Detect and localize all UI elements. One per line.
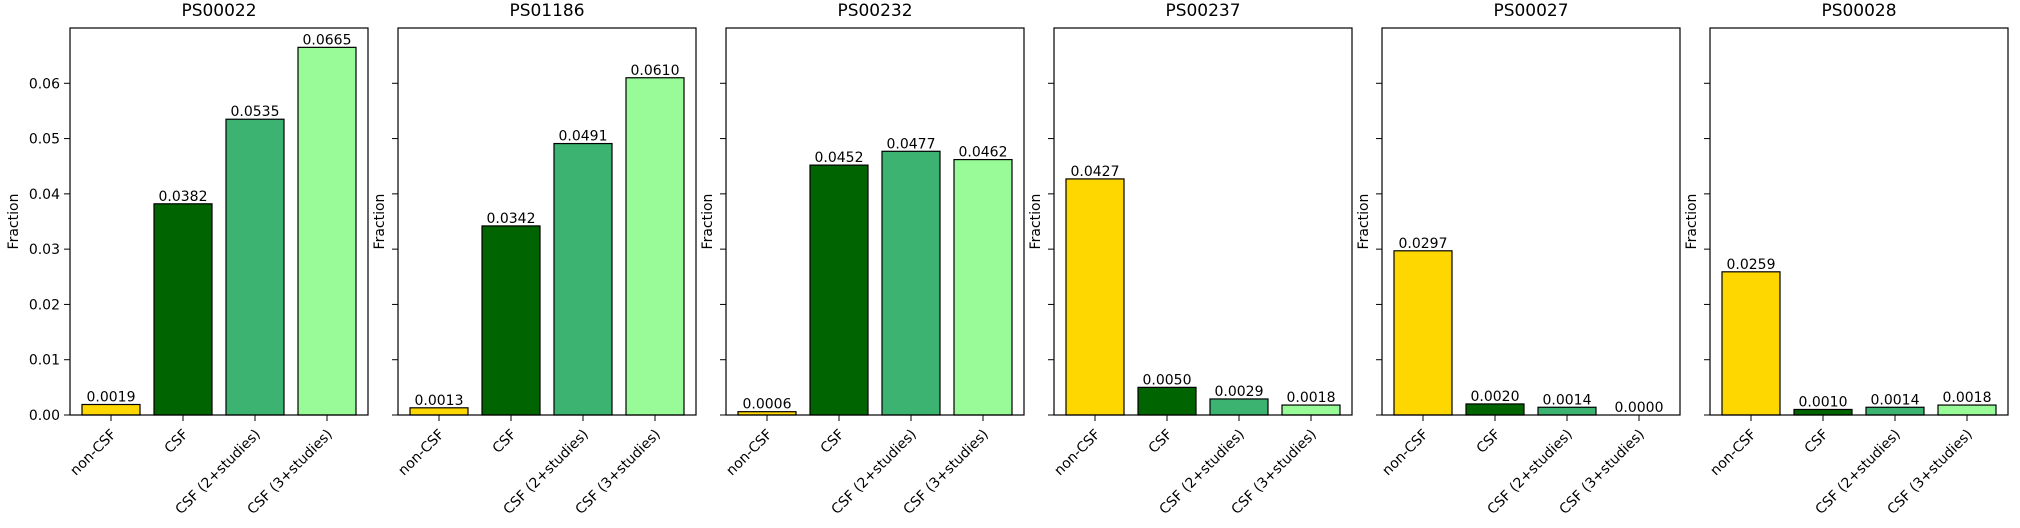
bar-value-label: 0.0018 <box>1943 390 1992 406</box>
bar-value-label: 0.0462 <box>959 145 1008 161</box>
bar-value-label: 0.0020 <box>1471 389 1520 405</box>
bar-csf-3-studies <box>1937 404 1997 416</box>
y-tick-label: 0.03 <box>29 242 60 258</box>
bar-value-label: 0.0006 <box>743 397 792 413</box>
subplot-ps00237: PS00237 Fraction 0.0427 non-CSF 0.0050 CSF 0.0… <box>1028 1 1353 518</box>
bar-value-label: 0.0342 <box>487 211 536 227</box>
subplot-ps00028: PS00028 Fraction 0.0259 non-CSF 0.0010 CSF 0.0… <box>1684 1 2009 518</box>
x-tick-label: non-CSF <box>1379 427 1431 479</box>
plot-frame <box>69 27 369 416</box>
subplot-title: PS00027 <box>1493 1 1568 21</box>
x-tick-label: CSF <box>162 427 192 457</box>
y-axis-label: Fraction <box>700 194 716 250</box>
subplot-ps01186: PS01186 Fraction 0.0013 non-CSF 0.0342 CSF 0.0… <box>372 1 697 518</box>
bar-non-csf <box>81 403 141 416</box>
bar-value-label: 0.0297 <box>1399 236 1448 252</box>
subplot-title: PS00237 <box>1165 1 1240 21</box>
x-tick-label: non-CSF <box>1051 427 1103 479</box>
y-tick-label: 0.04 <box>29 187 60 203</box>
x-tick-label: CSF <box>1474 427 1504 457</box>
bar-csf-2-studies <box>553 142 613 416</box>
y-axis-label: Fraction <box>1356 194 1372 250</box>
plot-frame <box>397 27 697 416</box>
bar-non-csf <box>1065 178 1125 416</box>
subplot-ps00027: PS00027 Fraction 0.0297 non-CSF 0.0020 CSF 0.0… <box>1356 1 1681 518</box>
bar-non-csf <box>1721 271 1781 416</box>
bar-value-label: 0.0014 <box>1871 392 1920 408</box>
bar-value-label: 0.0452 <box>815 150 864 166</box>
y-tick-label: 0.06 <box>29 76 60 92</box>
bar-csf-2-studies <box>1537 406 1597 416</box>
bar-value-label: 0.0014 <box>1543 392 1592 408</box>
bar-csf <box>1137 386 1197 416</box>
subplot-title: PS00022 <box>181 1 256 21</box>
plot-frame <box>1709 27 2009 416</box>
x-tick-label: non-CSF <box>67 427 119 479</box>
y-tick-label: 0.00 <box>29 408 60 424</box>
subplot-ps00232: PS00232 Fraction 0.0006 non-CSF 0.0452 CSF 0.0… <box>700 1 1025 518</box>
subplot-ps00022: PS00022 Fraction 0.00 0.01 0.02 0.03 0.04 0.05 0… <box>6 1 369 518</box>
x-tick-label: CSF <box>1802 427 1832 457</box>
bar-value-label: 0.0010 <box>1799 394 1848 410</box>
x-tick-label: non-CSF <box>1707 427 1759 479</box>
bar-csf-3-studies <box>1281 404 1341 416</box>
plot-frame <box>1381 27 1681 416</box>
plot-frame <box>1053 27 1353 416</box>
bar-value-label: 0.0477 <box>887 136 936 152</box>
bar-value-label: 0.0000 <box>1615 400 1664 416</box>
bar-value-label: 0.0427 <box>1071 164 1120 180</box>
x-tick-label: non-CSF <box>395 427 447 479</box>
bar-value-label: 0.0665 <box>303 32 352 48</box>
bar-value-label: 0.0382 <box>159 189 208 205</box>
bar-value-label: 0.0259 <box>1727 257 1776 273</box>
subplot-title: PS00232 <box>837 1 912 21</box>
bar-csf-2-studies <box>881 150 941 416</box>
bar-non-csf <box>409 407 469 416</box>
bar-csf-2-studies <box>225 118 285 416</box>
x-tick-label: CSF <box>1146 427 1176 457</box>
bar-csf-2-studies <box>1865 406 1925 416</box>
bar-value-label: 0.0050 <box>1143 372 1192 388</box>
subplot-title: PS01186 <box>509 1 584 21</box>
y-axis-label: Fraction <box>372 194 388 250</box>
bar-value-label: 0.0018 <box>1287 390 1336 406</box>
bar-csf <box>1465 403 1525 416</box>
bar-value-label: 0.0029 <box>1215 384 1264 400</box>
y-axis-label: Fraction <box>6 194 22 250</box>
bar-value-label: 0.0491 <box>559 129 608 145</box>
bar-value-label: 0.0013 <box>415 393 464 409</box>
bar-value-label: 0.0535 <box>231 104 280 120</box>
subplot-title: PS00028 <box>1821 1 1896 21</box>
x-tick-label: CSF <box>818 427 848 457</box>
bar-value-label: 0.0019 <box>87 389 136 405</box>
y-axis-label: Fraction <box>1028 194 1044 250</box>
bar-value-label: 0.0610 <box>631 63 680 79</box>
y-tick-label: 0.05 <box>29 132 60 148</box>
bar-csf-3-studies <box>297 46 357 416</box>
plot-frame <box>725 27 1025 416</box>
bar-non-csf <box>1393 250 1453 416</box>
x-tick-label: non-CSF <box>723 427 775 479</box>
y-tick-label: 0.01 <box>29 353 60 369</box>
y-axis-label: Fraction <box>1684 194 1700 250</box>
x-tick-label: CSF <box>490 427 520 457</box>
bar-csf-3-studies <box>625 77 685 416</box>
bar-csf <box>481 225 541 416</box>
bar-csf-3-studies <box>953 158 1013 416</box>
y-tick-label: 0.02 <box>29 297 60 313</box>
bar-csf-2-studies <box>1209 398 1269 416</box>
bar-csf <box>809 164 869 416</box>
bar-csf <box>153 203 213 416</box>
